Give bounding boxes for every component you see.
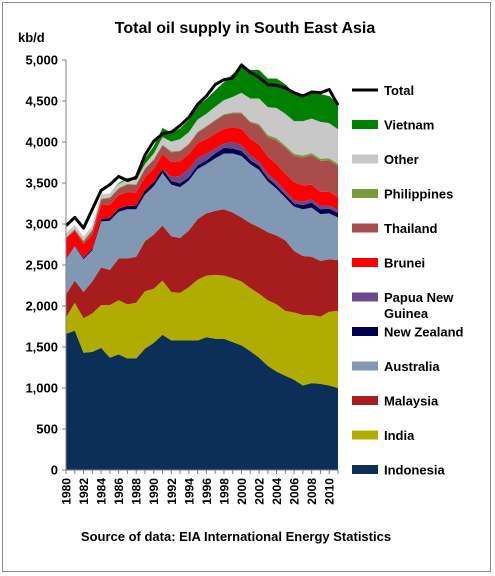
y-tick-label: 500 (36, 422, 58, 437)
legend-swatch-papua-new-guinea (352, 292, 378, 302)
legend-swatch-malaysia (352, 396, 378, 405)
y-tick-label: 2,000 (25, 299, 58, 314)
y-tick-label: 3,000 (25, 217, 58, 232)
x-tick-label: 1992 (165, 478, 179, 505)
x-tick-label: 1990 (147, 478, 161, 505)
x-tick-label: 2008 (305, 478, 319, 505)
area-other (66, 92, 338, 241)
x-tick-label: 1994 (182, 478, 196, 505)
x-tick-label: 2000 (235, 478, 249, 505)
legend-swatch-other (352, 154, 378, 164)
x-tick-label: 2002 (253, 478, 267, 505)
legend-label-indonesia: Indonesia (384, 463, 445, 478)
y-tick-label: 0 (51, 463, 58, 478)
y-tick-label: 3,500 (25, 176, 58, 191)
area-thailand (66, 113, 338, 245)
area-malaysia (66, 209, 338, 319)
legend-label-papua-new-guinea: Papua New Guinea (384, 290, 454, 321)
legend-label-total: Total (384, 83, 414, 98)
legend-label-philippines: Philippines (384, 187, 453, 202)
chart-title: Total oil supply in South East Asia (115, 20, 376, 37)
legend-swatch-philippines (352, 189, 378, 198)
legend-label-vietnam: Vietnam (384, 118, 434, 133)
legend-swatch-new-zealand (352, 327, 378, 336)
x-axis-ticks: 1980 1982 1984 1986 1988 1990 1992 1994 1996 1998… (60, 470, 339, 505)
legend-swatch-indonesia (352, 465, 378, 474)
legend-label-india: India (384, 428, 415, 443)
area-australia (66, 153, 338, 295)
legend-label-other: Other (384, 152, 419, 167)
x-tick-label: 1982 (77, 478, 91, 505)
legend-swatch-brunei (352, 258, 378, 267)
legend-swatch-thailand (352, 223, 378, 233)
legend-label-new-zealand: New Zealand (384, 325, 464, 340)
series-line-total (64, 63, 340, 230)
y-tick-label: 5,000 (25, 53, 58, 68)
y-tick-label: 1,500 (25, 340, 58, 355)
legend-swatch-australia (352, 361, 378, 371)
source-note: Source of data: EIA International Energy… (81, 529, 391, 544)
x-tick-label: 1996 (200, 478, 214, 505)
x-tick-label: 2010 (323, 478, 337, 505)
y-tick-label: 4,000 (25, 135, 58, 150)
stacked-areas (66, 66, 338, 470)
y-tick-label: 1,000 (25, 381, 58, 396)
x-tick-label: 1986 (112, 478, 126, 505)
legend-label-malaysia: Malaysia (384, 394, 439, 409)
legend-swatch-vietnam (352, 120, 378, 129)
x-tick-label: 1998 (217, 478, 231, 505)
legend-label-brunei: Brunei (384, 256, 425, 271)
x-tick-label: 1980 (60, 478, 74, 505)
legend: Total Vietnam Other Philippines Thailand Brun… (352, 83, 464, 478)
y-tick-label: 2,500 (25, 258, 58, 273)
x-tick-label: 2006 (288, 478, 302, 505)
area-india (66, 274, 338, 388)
y-axis-unit: kb/d (18, 30, 45, 45)
legend-label-australia: Australia (384, 359, 440, 374)
legend-label-thailand: Thailand (384, 221, 438, 236)
x-tick-label: 2004 (270, 478, 284, 505)
legend-swatch-india (352, 430, 378, 440)
area-indonesia (66, 330, 338, 470)
x-tick-label: 1984 (95, 478, 109, 505)
y-tick-label: 4,500 (25, 94, 58, 109)
area-brunei (66, 127, 338, 259)
y-axis-ticks: 0 500 1,000 1,500 2,000 2,500 3,000 3,500 4,000 4… (25, 53, 66, 478)
total-line-group (64, 63, 340, 230)
x-tick-label: 1988 (130, 478, 144, 505)
